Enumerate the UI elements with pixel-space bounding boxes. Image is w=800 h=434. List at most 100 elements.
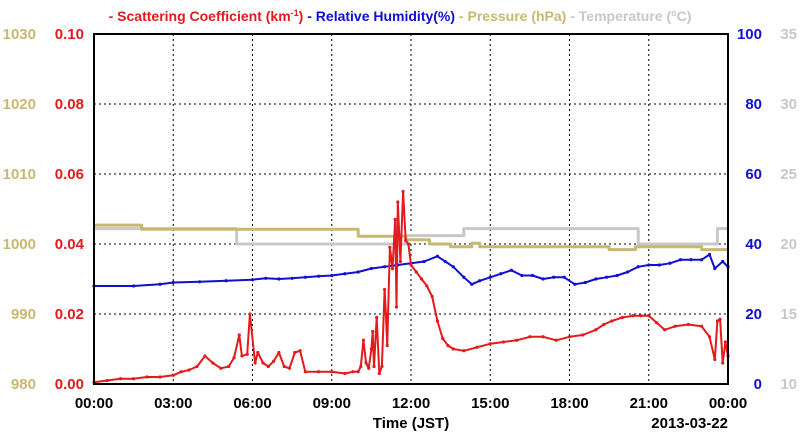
scattering-point xyxy=(425,284,429,288)
scattering-point xyxy=(382,287,387,292)
temperature-tick-label: 20 xyxy=(780,236,797,253)
scattering-point xyxy=(639,314,643,318)
scattering-tick-label: 0.04 xyxy=(55,236,85,253)
legend-superscript: o xyxy=(671,8,677,18)
scattering-point xyxy=(237,333,241,337)
scattering-point xyxy=(330,370,334,374)
scattering-point xyxy=(372,364,376,369)
humidity-point xyxy=(678,258,683,262)
scattering-point xyxy=(380,364,384,369)
humidity-tick-label: 0 xyxy=(754,376,762,393)
scattering-point xyxy=(663,328,667,332)
legend-entry: Pressure (hPa) xyxy=(468,8,567,24)
humidity-point xyxy=(552,275,556,279)
humidity-point xyxy=(158,282,162,286)
chart-series-group xyxy=(92,189,730,384)
humidity-point xyxy=(303,275,307,279)
humidity-point xyxy=(583,280,587,285)
scattering-point xyxy=(105,378,109,383)
humidity-point xyxy=(198,280,202,284)
humidity-point xyxy=(264,276,268,280)
humidity-point xyxy=(657,263,661,267)
x-axis-label: Time (JST) xyxy=(373,415,449,432)
humidity-point xyxy=(369,266,373,271)
scattering-point xyxy=(359,364,363,369)
x-tick-label: 15:00 xyxy=(471,395,509,412)
scattering-point xyxy=(401,189,405,194)
plot-frame xyxy=(93,33,729,385)
scattering-point xyxy=(356,370,360,374)
scattering-point xyxy=(404,238,408,243)
scattering-point xyxy=(686,322,690,327)
humidity-point xyxy=(604,275,609,279)
scattering-point xyxy=(441,336,445,341)
scattering-point xyxy=(256,350,260,355)
humidity-point xyxy=(171,280,175,285)
scattering-point xyxy=(375,315,379,320)
scattering-point xyxy=(384,312,388,316)
scattering-point xyxy=(594,328,598,332)
humidity-tick-label: 80 xyxy=(745,96,762,113)
temperature-line xyxy=(94,227,728,246)
scattering-point xyxy=(406,242,410,246)
series-scattering xyxy=(92,189,730,384)
scattering-point xyxy=(554,338,558,342)
temperature-tick-label: 25 xyxy=(780,166,797,183)
humidity-point xyxy=(509,268,513,272)
humidity-point xyxy=(626,270,630,274)
scattering-point xyxy=(261,361,265,365)
x-tick-label: 12:00 xyxy=(392,395,430,412)
x-tick-label: 03:00 xyxy=(154,395,192,412)
legend-suffix: ) xyxy=(299,8,304,24)
humidity-point xyxy=(224,279,228,283)
scattering-point xyxy=(195,364,199,369)
scattering-point xyxy=(248,312,252,316)
humidity-point xyxy=(382,265,387,269)
humidity-point xyxy=(462,275,466,279)
scattering-point xyxy=(393,217,397,222)
scattering-point xyxy=(721,361,725,365)
scattering-point xyxy=(240,354,244,358)
x-tick-label: 09:00 xyxy=(313,395,351,412)
scattering-point xyxy=(446,343,450,348)
legend-marker: - xyxy=(566,8,578,24)
scattering-point xyxy=(351,370,355,374)
humidity-point xyxy=(422,259,426,264)
scattering-point xyxy=(388,245,392,250)
scattering-point xyxy=(385,343,389,348)
scattering-point xyxy=(699,324,704,328)
scattering-point xyxy=(723,340,727,344)
humidity-point xyxy=(689,258,693,262)
scattering-point xyxy=(409,263,413,267)
scattering-point xyxy=(631,314,635,318)
scattering-point xyxy=(475,345,479,349)
temperature-tick-label: 10 xyxy=(780,376,797,393)
legend-entry: Relative Humidity(%) xyxy=(316,8,455,24)
legend-marker: - xyxy=(303,8,315,24)
scattering-point xyxy=(610,319,614,323)
humidity-tick-label: 20 xyxy=(745,306,762,323)
humidity-point xyxy=(451,265,455,269)
scattering-point xyxy=(501,340,506,344)
scattering-point xyxy=(451,347,455,351)
pressure-tick-label: 1020 xyxy=(3,96,36,113)
scattering-point xyxy=(620,315,624,320)
humidity-point xyxy=(615,273,619,278)
scattering-point xyxy=(253,361,257,365)
humidity-point xyxy=(647,263,651,267)
humidity-point xyxy=(541,277,545,281)
humidity-point xyxy=(478,279,482,283)
humidity-point xyxy=(470,282,474,286)
humidity-point xyxy=(721,259,725,264)
pressure-tick-label: 990 xyxy=(11,306,36,323)
scattering-point xyxy=(367,366,371,370)
humidity-point xyxy=(707,252,712,257)
scattering-point xyxy=(179,370,183,374)
scattering-tick-label: 0.08 xyxy=(55,96,84,113)
scattering-point xyxy=(343,371,347,376)
scattering-point xyxy=(488,342,492,346)
legend-superscript: -1 xyxy=(291,8,299,18)
scattering-point xyxy=(435,319,440,323)
scattering-point xyxy=(715,319,720,323)
